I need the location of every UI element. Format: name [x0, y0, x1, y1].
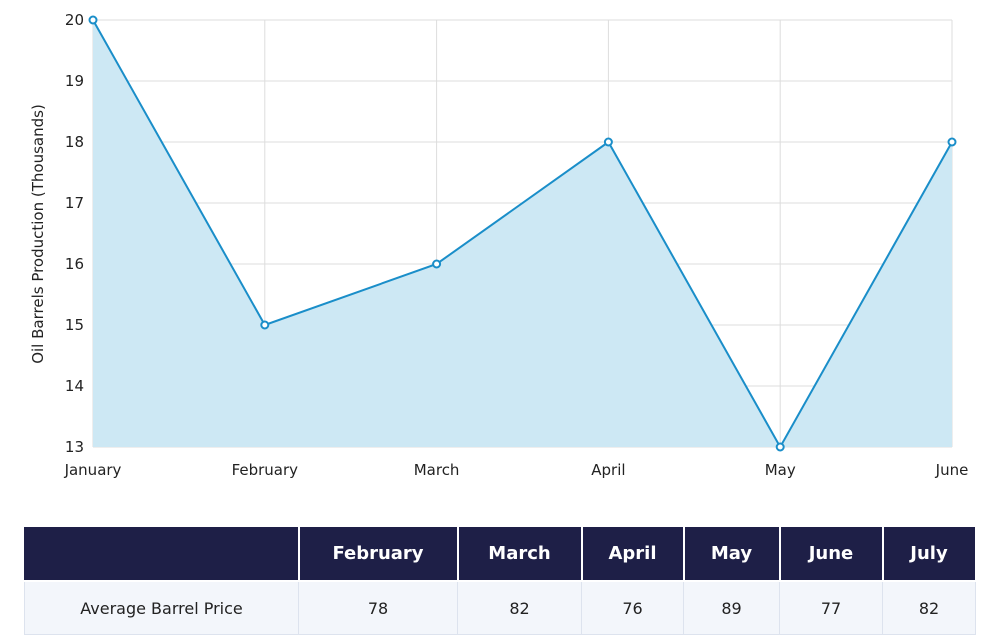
table-header-cell: March [456, 525, 583, 582]
x-tick-label: June [935, 461, 969, 479]
table-header-cell: June [778, 525, 884, 582]
table-header-cell: May [682, 525, 781, 582]
y-tick-label: 17 [65, 194, 84, 212]
data-point [432, 259, 442, 269]
table-cell: 82 [457, 580, 582, 635]
table-cell: 76 [581, 580, 684, 635]
y-axis-label: Oil Barrels Production (Thousands) [29, 104, 47, 364]
x-tick-label: January [64, 461, 122, 479]
chart-svg: 13 14 15 16 17 18 19 20 January February March Apri… [29, 11, 969, 479]
table-cell: 77 [779, 580, 883, 635]
x-tick-label: March [414, 461, 460, 479]
table-header-cell: April [580, 525, 685, 582]
x-tick-label: February [232, 461, 299, 479]
y-tick-label: 19 [65, 72, 84, 90]
table-header-cell: February [297, 525, 459, 582]
x-tick-label: May [765, 461, 796, 479]
y-tick-label: 13 [65, 438, 84, 456]
y-tick-label: 20 [65, 11, 84, 29]
line-chart: 13 14 15 16 17 18 19 20 January February March Apri… [29, 11, 969, 479]
table-cell: 78 [298, 580, 458, 635]
data-point [775, 442, 785, 452]
x-tick-label: April [591, 461, 625, 479]
series-line [92, 19, 953, 450]
table-row: Average Barrel Price 78 82 76 89 77 82 [24, 580, 976, 635]
y-tick-label: 15 [65, 316, 84, 334]
table-header-row: February March April May June July [24, 525, 977, 582]
data-point [88, 15, 98, 25]
area-fill [93, 20, 952, 447]
table-header-cell: July [881, 525, 977, 582]
data-point [947, 137, 957, 147]
data-point [603, 137, 613, 147]
table-row-label: Average Barrel Price [24, 580, 299, 635]
y-tick-label: 18 [65, 133, 84, 151]
table-corner-cell [24, 525, 300, 582]
table-cell: 82 [882, 580, 976, 635]
y-tick-label: 14 [65, 377, 84, 395]
price-table: February March April May June July Avera… [24, 525, 977, 635]
data-point [260, 320, 270, 330]
y-tick-label: 16 [65, 255, 84, 273]
table-cell: 89 [683, 580, 780, 635]
